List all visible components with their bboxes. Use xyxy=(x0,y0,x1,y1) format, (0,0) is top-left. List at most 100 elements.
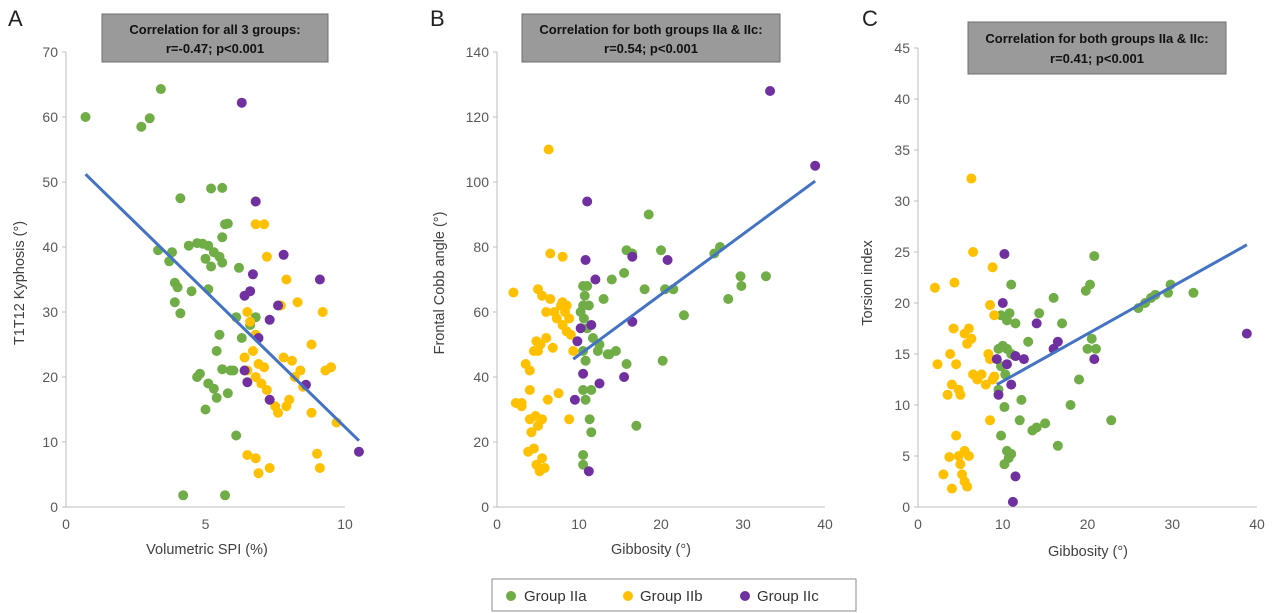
data-point xyxy=(261,251,272,262)
data-point xyxy=(951,359,962,370)
data-point xyxy=(985,300,996,311)
data-point xyxy=(604,349,615,360)
y-tick-label: 5 xyxy=(902,448,910,464)
data-point xyxy=(976,369,987,380)
data-point xyxy=(175,308,186,319)
data-point xyxy=(242,307,253,317)
data-point xyxy=(582,196,593,207)
data-point xyxy=(136,121,147,132)
data-point xyxy=(526,427,537,438)
data-point xyxy=(619,268,630,278)
data-point xyxy=(200,253,211,264)
data-point xyxy=(1010,351,1021,362)
data-point xyxy=(186,286,197,297)
legend-box xyxy=(491,578,857,612)
y-tick-label: 10 xyxy=(42,434,58,450)
data-point xyxy=(580,255,591,265)
y-tick-label: 30 xyxy=(894,193,910,209)
panel-a-plot: 0 10 20 30 40 50 60 70 0 5 10 xyxy=(42,44,364,532)
trendline xyxy=(572,179,817,361)
data-point xyxy=(208,383,219,394)
data-point xyxy=(578,450,589,460)
data-point xyxy=(155,84,166,95)
data-point xyxy=(314,463,325,473)
data-point xyxy=(991,354,1002,365)
data-point xyxy=(1089,251,1100,262)
data-point xyxy=(264,394,275,405)
data-point xyxy=(295,365,306,376)
x-tick-label: 10 xyxy=(995,516,1011,532)
y-tick-label: 10 xyxy=(894,397,910,413)
data-point xyxy=(537,290,548,301)
y-tick-label: 0 xyxy=(902,499,910,515)
data-point xyxy=(584,414,595,425)
data-point xyxy=(980,379,991,390)
y-axis-title: Torsion index xyxy=(860,240,876,326)
data-point xyxy=(590,274,601,285)
data-point xyxy=(606,274,617,285)
data-point xyxy=(1031,422,1042,433)
data-point xyxy=(259,362,270,373)
y-tick-label: 40 xyxy=(473,369,489,385)
y-tick-label: 30 xyxy=(42,304,58,320)
data-point xyxy=(578,368,589,379)
x-tick-label: 10 xyxy=(337,516,353,532)
data-point xyxy=(1018,354,1029,365)
panel-c: C 0 5 10 15 20 25 30 35 40 45 0 10 20 30 40 Correlatio… xyxy=(860,6,1265,560)
data-point xyxy=(247,346,258,356)
data-point xyxy=(580,394,591,405)
data-point xyxy=(524,385,535,395)
data-point xyxy=(1085,279,1096,290)
data-point xyxy=(211,392,222,403)
data-point xyxy=(564,414,575,425)
data-point xyxy=(278,249,289,260)
data-point xyxy=(203,240,214,251)
data-point xyxy=(250,196,261,207)
annotation-line-2: r=0.54; p<0.001 xyxy=(604,41,698,56)
data-point xyxy=(955,459,966,470)
y-axis-title: Frontal Cobb angle (°) xyxy=(432,212,448,355)
data-point xyxy=(929,282,940,293)
y-tick-label: 50 xyxy=(42,174,58,190)
data-point xyxy=(966,333,977,344)
data-point xyxy=(963,323,974,334)
data-point xyxy=(938,469,949,480)
data-point xyxy=(1014,415,1025,426)
data-point xyxy=(250,219,261,230)
data-point xyxy=(579,290,590,301)
data-point xyxy=(572,336,583,347)
data-point xyxy=(575,323,586,334)
y-tick-label: 20 xyxy=(473,434,489,450)
panel-c-plot: 0 5 10 15 20 25 30 35 40 45 0 10 20 30 40 xyxy=(894,40,1265,532)
data-point xyxy=(997,298,1008,308)
data-point xyxy=(643,209,654,220)
data-point xyxy=(1010,318,1021,329)
data-point xyxy=(989,371,1000,382)
data-point xyxy=(178,490,189,501)
data-point xyxy=(508,287,519,298)
data-point xyxy=(286,355,297,366)
data-point xyxy=(278,352,289,363)
data-point xyxy=(545,294,556,304)
data-point xyxy=(627,251,638,262)
data-point xyxy=(222,388,233,399)
data-point xyxy=(239,352,250,363)
data-point xyxy=(946,483,957,494)
data-point xyxy=(1241,328,1252,339)
data-point xyxy=(656,245,666,256)
data-point xyxy=(735,271,746,282)
data-point xyxy=(537,453,548,464)
data-point xyxy=(996,430,1007,441)
data-point xyxy=(736,281,747,291)
data-point xyxy=(580,355,591,366)
data-point xyxy=(172,282,183,293)
data-point xyxy=(245,286,256,297)
data-point xyxy=(261,385,272,395)
data-point xyxy=(228,365,239,376)
data-point xyxy=(1003,453,1014,464)
data-point xyxy=(1089,354,1100,365)
data-point xyxy=(236,97,247,108)
panel-a: A 0 10 20 30 40 50 60 70 0 5 10 Correlation for al… xyxy=(8,6,364,558)
data-point xyxy=(587,333,598,343)
data-point xyxy=(592,346,603,356)
